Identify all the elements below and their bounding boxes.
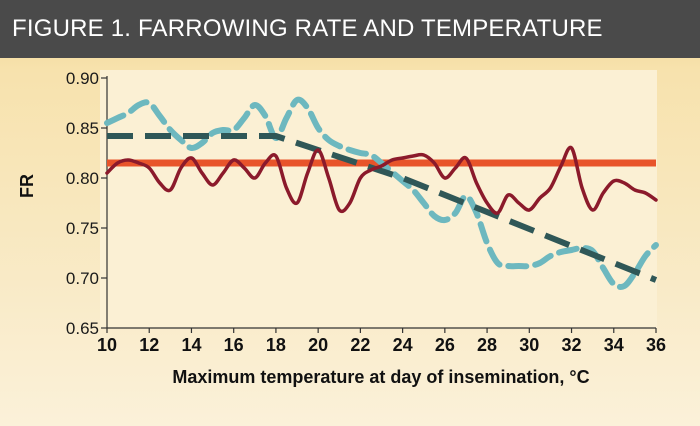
y-tick-label: 0.80 xyxy=(66,169,99,188)
x-tick-label: 20 xyxy=(308,335,328,355)
y-tick-label: 0.75 xyxy=(66,219,99,238)
y-tick-label: 0.65 xyxy=(66,319,99,338)
series-line-solid-thin xyxy=(105,145,658,215)
x-tick-label: 10 xyxy=(97,335,117,355)
x-tick-label: 34 xyxy=(604,335,624,355)
series-line-dashed-thick xyxy=(107,133,658,283)
x-tick-label: 14 xyxy=(181,335,201,355)
series-layer xyxy=(104,96,659,290)
figure-header: FIGURE 1. FARROWING RATE AND TEMPERATURE xyxy=(0,0,700,58)
x-tick-label: 18 xyxy=(266,335,286,355)
x-tick-label: 36 xyxy=(646,335,666,355)
x-tick-label: 12 xyxy=(139,335,159,355)
x-tick-label: 16 xyxy=(224,335,244,355)
plot-area xyxy=(100,70,657,328)
x-tick-label: 26 xyxy=(435,335,455,355)
x-tick-label: 32 xyxy=(562,335,582,355)
x-tick-label: 28 xyxy=(477,335,497,355)
y-tick-label: 0.85 xyxy=(66,119,99,138)
figure-title: FIGURE 1. FARROWING RATE AND TEMPERATURE xyxy=(12,15,603,42)
y-axis: 0.65 0.70 0.75 0.80 0.85 0.90 xyxy=(66,69,108,338)
x-tick-label: 30 xyxy=(519,335,539,355)
x-axis-label: Maximum temperature at day of inseminati… xyxy=(172,367,589,387)
y-tick-label: 0.70 xyxy=(66,269,99,288)
x-tick-label: 22 xyxy=(350,335,370,355)
x-axis: 10 12 14 16 18 20 22 24 26 28 30 32 34 36 xyxy=(97,327,666,355)
series-line-dashed xyxy=(104,96,659,290)
x-tick-label: 24 xyxy=(393,335,413,355)
y-axis-label: FR xyxy=(17,174,37,198)
y-tick-label: 0.90 xyxy=(66,69,99,88)
